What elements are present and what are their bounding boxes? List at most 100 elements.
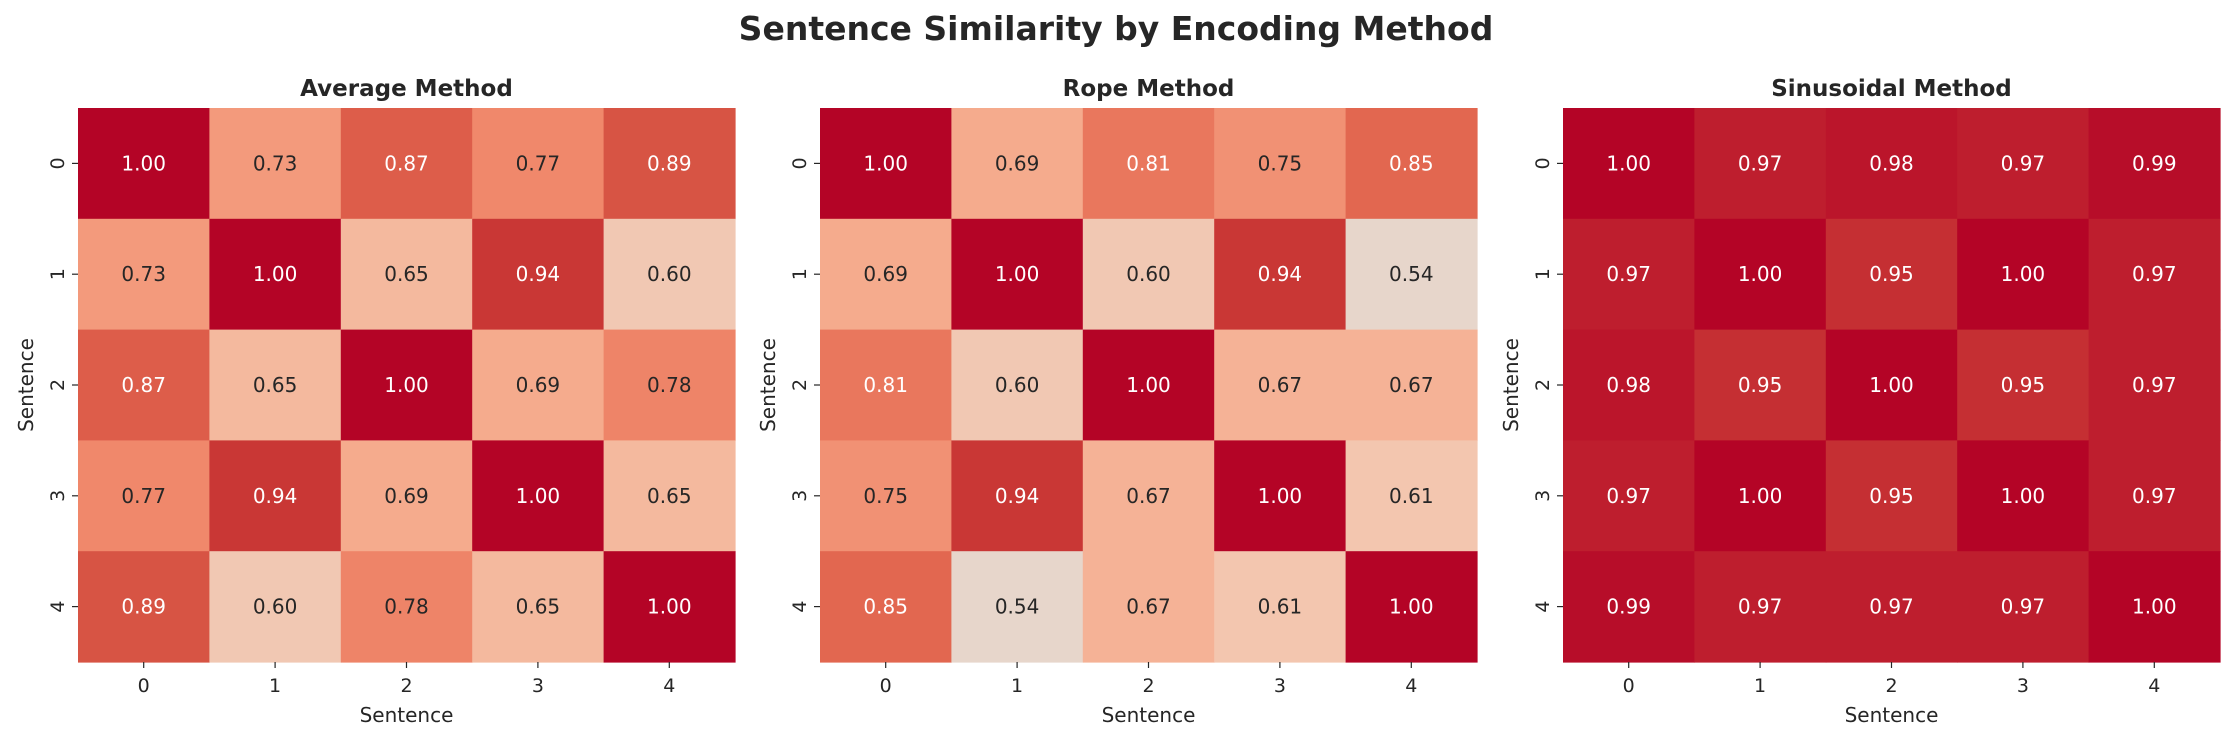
cell-value-label: 0.87 [121, 373, 166, 397]
heatmap-cell [78, 551, 210, 663]
y-tick-label: 3 [1532, 490, 1554, 502]
cell-value-label: 0.69 [384, 484, 429, 508]
cell-value-label: 0.60 [253, 595, 298, 619]
heatmap-cell [603, 108, 736, 220]
cell-value-label: 0.81 [1126, 151, 1171, 175]
heatmap-cell [603, 329, 736, 441]
cell-value-label: 0.69 [516, 373, 561, 397]
x-tick-label: 3 [532, 675, 544, 697]
cell-value-label: 0.97 [2001, 595, 2046, 619]
cell-value-label: 0.94 [995, 484, 1040, 508]
x-tick-label: 2 [1885, 675, 1897, 697]
heatmap-cell [1825, 329, 1958, 441]
cell-value-label: 1.00 [1389, 595, 1434, 619]
heatmap-cell [1082, 329, 1215, 441]
cell-value-label: 0.85 [1389, 151, 1434, 175]
heatmap-cell [340, 329, 473, 441]
heatmap-cell [1345, 108, 1478, 220]
cell-value-label: 0.94 [1258, 262, 1303, 286]
heatmap-cell [1563, 108, 1695, 220]
y-tick-label: 3 [789, 490, 811, 502]
y-tick-label: 1 [1532, 268, 1554, 280]
heatmap-cell [1694, 108, 1827, 220]
x-tick-label: 1 [1754, 675, 1766, 697]
cell-value-label: 0.77 [121, 484, 166, 508]
cell-value-label: 0.54 [995, 595, 1040, 619]
cell-value-label: 0.98 [1869, 151, 1914, 175]
heatmap-cell [472, 329, 605, 441]
cell-value-label: 0.75 [1258, 151, 1303, 175]
heatmap-cell [951, 108, 1084, 220]
cell-value-label: 0.54 [1389, 262, 1434, 286]
heatmap-cell [1563, 218, 1695, 331]
heatmap-cell [1957, 329, 2090, 441]
heatmap-cell [78, 329, 210, 441]
cell-value-label: 0.77 [516, 151, 561, 175]
cell-value-label: 1.00 [1738, 484, 1783, 508]
y-tick-label: 4 [789, 601, 811, 613]
cell-value-label: 1.00 [2132, 595, 2177, 619]
cell-value-label: 0.85 [863, 595, 908, 619]
y-tick-label: 4 [47, 601, 69, 613]
heatmap-cell [1082, 440, 1215, 552]
heatmap-cell [951, 440, 1084, 552]
cell-value-label: 1.00 [253, 262, 298, 286]
heatmap-cell [340, 440, 473, 552]
x-axis-label: Sentence [1102, 703, 1196, 727]
heatmap-cell [472, 108, 605, 220]
cell-value-label: 0.65 [253, 373, 298, 397]
heatmap-cell [2088, 218, 2221, 331]
x-tick-label: 0 [880, 675, 892, 697]
heatmap-cell [1345, 440, 1478, 552]
cell-value-label: 0.97 [1606, 484, 1651, 508]
x-axis-label: Sentence [360, 703, 454, 727]
cell-value-label: 0.75 [863, 484, 908, 508]
heatmap-cell [209, 218, 342, 331]
heatmap-cell [820, 440, 952, 552]
heatmap-cell [1694, 440, 1827, 552]
y-tick-label: 3 [47, 490, 69, 502]
heatmap-cell [340, 108, 473, 220]
y-tick-label: 0 [1532, 157, 1554, 169]
cell-value-label: 0.67 [1258, 373, 1303, 397]
heatmap-cell [209, 108, 342, 220]
x-tick-label: 4 [2148, 675, 2160, 697]
y-tick-label: 1 [789, 268, 811, 280]
heatmap-cell [820, 329, 952, 441]
heatmap-cell [78, 218, 210, 331]
y-tick-label: 1 [47, 268, 69, 280]
heatmap-cell [951, 218, 1084, 331]
cell-value-label: 0.99 [1606, 595, 1651, 619]
y-tick-label: 0 [47, 157, 69, 169]
figure-title: Sentence Similarity by Encoding Method [739, 9, 1494, 48]
heatmap-cell [820, 218, 952, 331]
heatmap-cell [1214, 108, 1347, 220]
y-axis-label: Sentence [1499, 338, 1523, 432]
cell-value-label: 0.69 [995, 151, 1040, 175]
cell-value-label: 1.00 [995, 262, 1040, 286]
cell-value-label: 0.89 [647, 151, 692, 175]
y-tick-label: 2 [47, 379, 69, 391]
cell-value-label: 0.61 [1389, 484, 1434, 508]
x-tick-label: 0 [138, 675, 150, 697]
cell-value-label: 0.97 [2001, 151, 2046, 175]
cell-value-label: 1.00 [1869, 373, 1914, 397]
cell-value-label: 0.97 [1869, 595, 1914, 619]
heatmap-cell [1214, 218, 1347, 331]
cell-value-label: 1.00 [1606, 151, 1651, 175]
cell-value-label: 1.00 [2001, 484, 2046, 508]
heatmap-cell [1345, 329, 1478, 441]
heatmap-cell [1694, 551, 1827, 663]
cell-value-label: 0.97 [2132, 373, 2177, 397]
panel-title: Sinusoidal Method [1771, 76, 2012, 102]
cell-value-label: 0.94 [253, 484, 298, 508]
cell-value-label: 0.73 [121, 262, 166, 286]
heatmap-panel-0: Average Method 1.00 0.73 0.87 0.77 0.89 0.73 1.… [14, 76, 736, 727]
y-tick-label: 2 [1532, 379, 1554, 391]
x-tick-label: 1 [269, 675, 281, 697]
cell-value-label: 0.99 [2132, 151, 2177, 175]
cell-value-label: 0.95 [1869, 262, 1914, 286]
heatmap-cell [1694, 218, 1827, 331]
heatmap-panel-2: Sinusoidal Method 1.00 0.97 0.98 0.97 0.99 0.9… [1499, 76, 2221, 727]
